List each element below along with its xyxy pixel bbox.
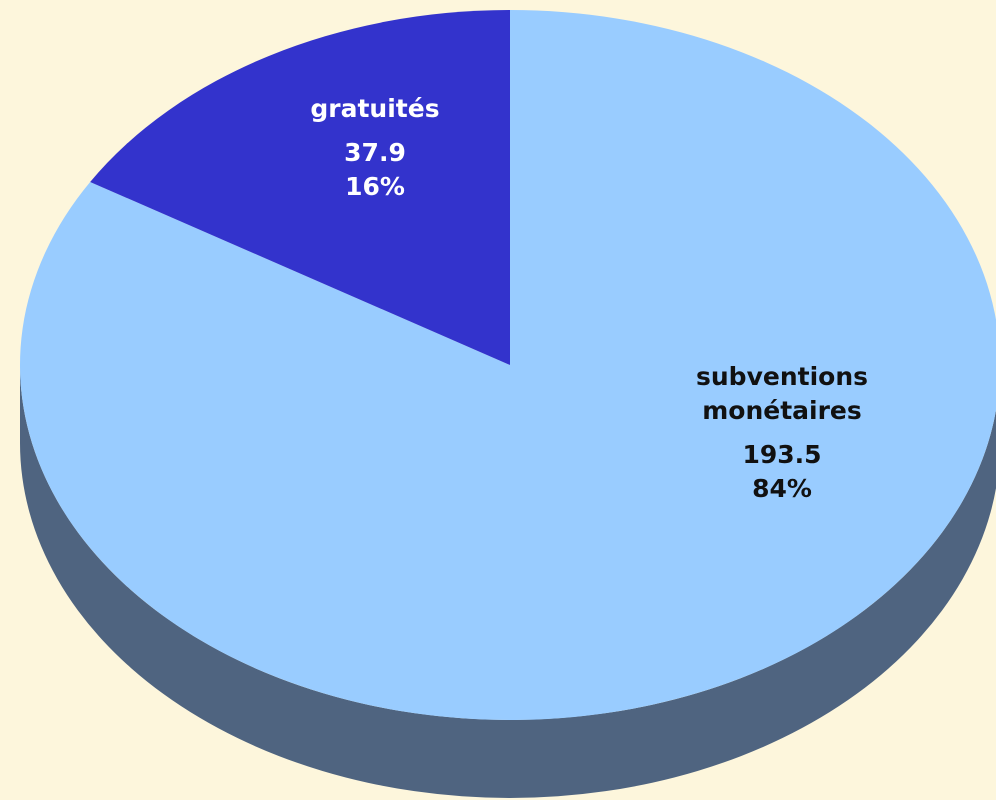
slice-label: subventions monétaires 193.5 84%	[667, 360, 897, 506]
percent-label: 16%	[345, 172, 405, 201]
slice-label: gratuités 37.9 16%	[275, 92, 475, 204]
value-label: 37.9	[344, 138, 406, 167]
pie-side	[20, 365, 996, 798]
category-label: gratuités	[310, 94, 440, 123]
value-label: 193.5	[742, 440, 822, 469]
pie-slice	[20, 10, 996, 720]
percent-label: 84%	[752, 474, 812, 503]
pie-slice	[90, 10, 511, 365]
category-label: subventions monétaires	[696, 362, 868, 425]
